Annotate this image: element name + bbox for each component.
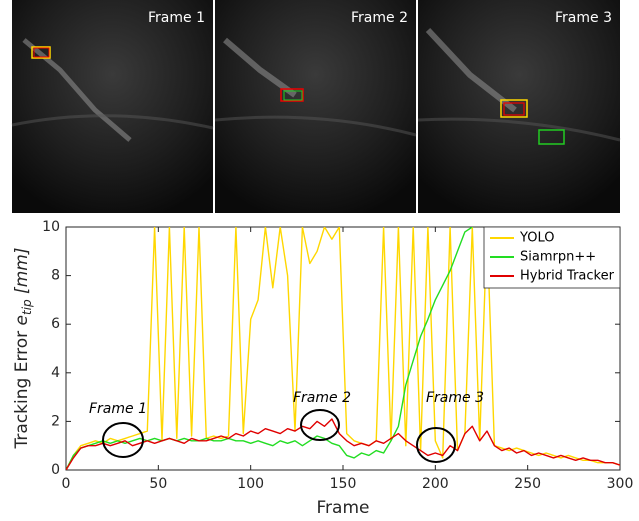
legend-label: Siamrpn++ <box>520 250 596 265</box>
y-tick-label: 2 <box>51 413 60 429</box>
yolo-box <box>500 99 528 118</box>
annotation: Frame 2 <box>293 390 351 406</box>
annotation-ellipse <box>102 422 144 458</box>
panel-label: Frame 2 <box>351 10 408 26</box>
legend-label: Hybrid Tracker <box>520 269 615 284</box>
panel-label: Frame 3 <box>555 10 612 26</box>
annotation-ellipse <box>416 427 456 463</box>
hybrid-box <box>33 47 50 58</box>
image-panel <box>418 0 620 213</box>
x-tick-label: 200 <box>422 476 449 492</box>
series-line <box>66 418 620 470</box>
x-tick-label: 150 <box>330 476 357 492</box>
hybrid-box <box>280 88 304 102</box>
y-tick-label: 4 <box>51 365 60 381</box>
y-tick-label: 10 <box>42 219 60 235</box>
legend-label: YOLO <box>519 231 554 246</box>
annotation-ellipse <box>300 409 340 441</box>
tissue <box>214 115 417 137</box>
y-tick-label: 0 <box>51 462 60 478</box>
series-line <box>66 227 620 470</box>
series-line <box>66 227 473 470</box>
tissue <box>11 114 214 130</box>
y-tick-label: 8 <box>51 268 60 284</box>
yolo-box <box>31 46 51 59</box>
y-label-sub: tip <box>20 299 34 315</box>
annotation: Frame 3 <box>426 390 484 406</box>
needle <box>223 37 297 98</box>
x-tick-label: 250 <box>514 476 541 492</box>
needle <box>425 27 517 113</box>
y-axis-title: Tracking Error etip [mm] <box>12 248 37 450</box>
y-tick-label: 6 <box>51 316 60 332</box>
x-tick-label: 50 <box>149 476 167 492</box>
annotation: Frame 1 <box>89 401 147 417</box>
siam-box <box>538 129 565 145</box>
x-tick-label: 300 <box>607 476 634 492</box>
legend: YOLO Siamrpn++ Hybrid Tracker <box>483 226 621 289</box>
y-label-symbol: e <box>12 315 32 325</box>
tissue <box>417 117 621 142</box>
hybrid-box <box>503 102 525 116</box>
needle <box>22 38 132 142</box>
image-panel <box>12 0 213 213</box>
siam-box <box>283 90 303 101</box>
image-panels: Frame 1 Frame 2 Frame 3 <box>11 0 621 213</box>
x-tick-label: 0 <box>62 476 71 492</box>
y-label-unit: [mm] <box>12 248 32 294</box>
x-axis-title: Frame <box>317 498 370 517</box>
image-panel <box>215 0 416 213</box>
panel-label: Frame 1 <box>148 10 205 26</box>
x-tick-label: 100 <box>237 476 264 492</box>
y-label-text: Tracking Error <box>12 331 32 450</box>
